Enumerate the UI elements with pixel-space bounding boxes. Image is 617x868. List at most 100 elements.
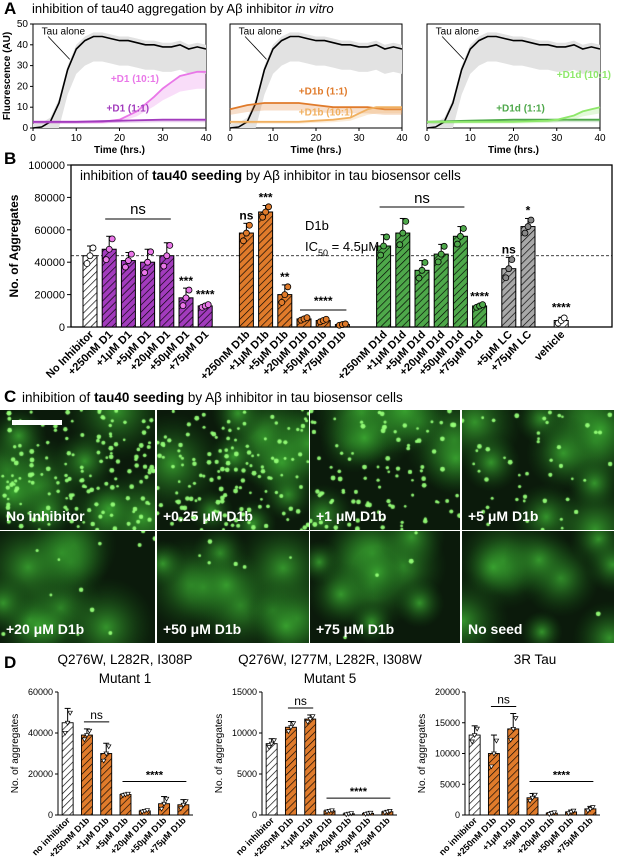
significance-label: * [526,203,531,217]
x-tick-label: 20 [114,133,126,144]
chart-D3: 3R Tau 0 5000 10000 15000 20000 No. of aggrega… [417,652,600,860]
data-point [62,730,68,736]
data-point [67,710,73,716]
data-point [160,262,168,270]
data-point [102,256,110,264]
data-point [290,721,297,727]
data-point [141,269,149,276]
microscopy-texture [462,531,614,643]
data-point [585,808,591,814]
data-point [278,298,286,306]
data-point [105,744,112,750]
data-point [590,805,596,811]
microscopy-image: +75 μM D1b [310,531,460,643]
data-point [182,294,190,302]
x-tick-label: 40 [396,133,408,144]
x-tick-label: 10 [267,133,279,144]
bar [468,734,481,816]
x-axis-label: Time (hrs.) [488,145,539,156]
x-tick-label: 0 [227,133,233,144]
data-point [166,241,174,249]
data-point [453,240,461,248]
data-point [502,274,510,282]
data-point [183,799,189,805]
y-tick-label: 80000 [34,192,65,204]
y-tick-label: 5000 [237,769,257,779]
data-point [367,810,374,816]
significance-label: ns [239,208,253,222]
y-tick-label: 5000 [440,779,460,789]
data-point [329,808,335,814]
data-point [309,714,316,720]
data-point [524,223,532,230]
data-point [163,796,170,802]
data-point [456,232,464,240]
x-tick-label: 30 [157,133,169,144]
data-point [262,208,270,216]
data-point [259,213,267,221]
data-point [265,203,273,211]
ns-label: ns [130,201,146,218]
data-point [377,251,385,259]
data-point [348,811,355,817]
image-label: +20 μM D1b [6,621,85,637]
x-tick-label: 40 [594,133,606,144]
data-point [83,260,91,267]
data-point [127,250,135,258]
series-line-tau-alone [229,35,403,129]
y-tick-label: 20000 [28,769,53,779]
data-point [81,737,88,743]
data-point [434,258,442,266]
bar [238,232,254,328]
tau-label-leader [244,36,267,60]
y-tick-label: 10000 [435,749,460,759]
data-point [147,248,155,256]
data-point [469,739,475,745]
microscopy-image: +1 μM D1b [310,410,460,530]
series-label: Tau alone [42,26,86,37]
data-point [402,217,410,225]
data-point [178,806,184,812]
microscopy-image: No seed [462,531,614,643]
microscopy-texture [310,410,460,530]
data-point [471,733,478,739]
series-label: +D1 (1:1) [107,103,150,114]
data-point [521,229,529,237]
data-point [568,810,574,815]
data-point [161,801,167,807]
microscopy-texture [462,410,614,530]
ic50-name: D1b [305,218,329,233]
data-point [158,806,165,812]
bar [258,211,274,328]
y-axis-label: No. of aggregates [10,714,21,794]
y-tick-label: 20 [17,81,29,92]
series-label: +D1 (10:1) [111,74,159,85]
x-tick-label: 10 [465,133,477,144]
tau-label-leader [441,36,465,60]
y-tick-label: 0 [22,123,28,134]
y-axis-label: No. of aggregates [417,714,428,794]
image-label: No inhibitor [6,508,85,524]
y-tick-label: 0 [59,322,65,334]
panel-c-title: inhibition of tau40 seeding by Aβ inhibi… [22,390,403,405]
data-point [418,266,426,274]
significance-label: *** [179,274,193,288]
y-axis-label: Fluorescence (AU) [2,32,13,120]
data-point [124,257,132,264]
y-tick-label: 20000 [435,687,460,697]
tau-alone-error-band [427,32,600,128]
data-point [180,802,187,808]
panel-label-b: B [4,149,16,168]
microscopy-image: +5 μM D1b [462,410,614,530]
bar [520,226,536,328]
chart-D2: Q276W, I277M, L282R, I308W Mutant 5 0 5000 1… [214,652,422,860]
data-point [179,302,187,310]
scale-bar [12,420,62,425]
data-point [268,741,275,747]
bar [100,753,113,816]
data-point [185,286,193,294]
data-point [510,727,517,732]
image-label: +0.25 μM D1b [163,508,253,524]
y-tick-label: 0 [48,810,53,820]
